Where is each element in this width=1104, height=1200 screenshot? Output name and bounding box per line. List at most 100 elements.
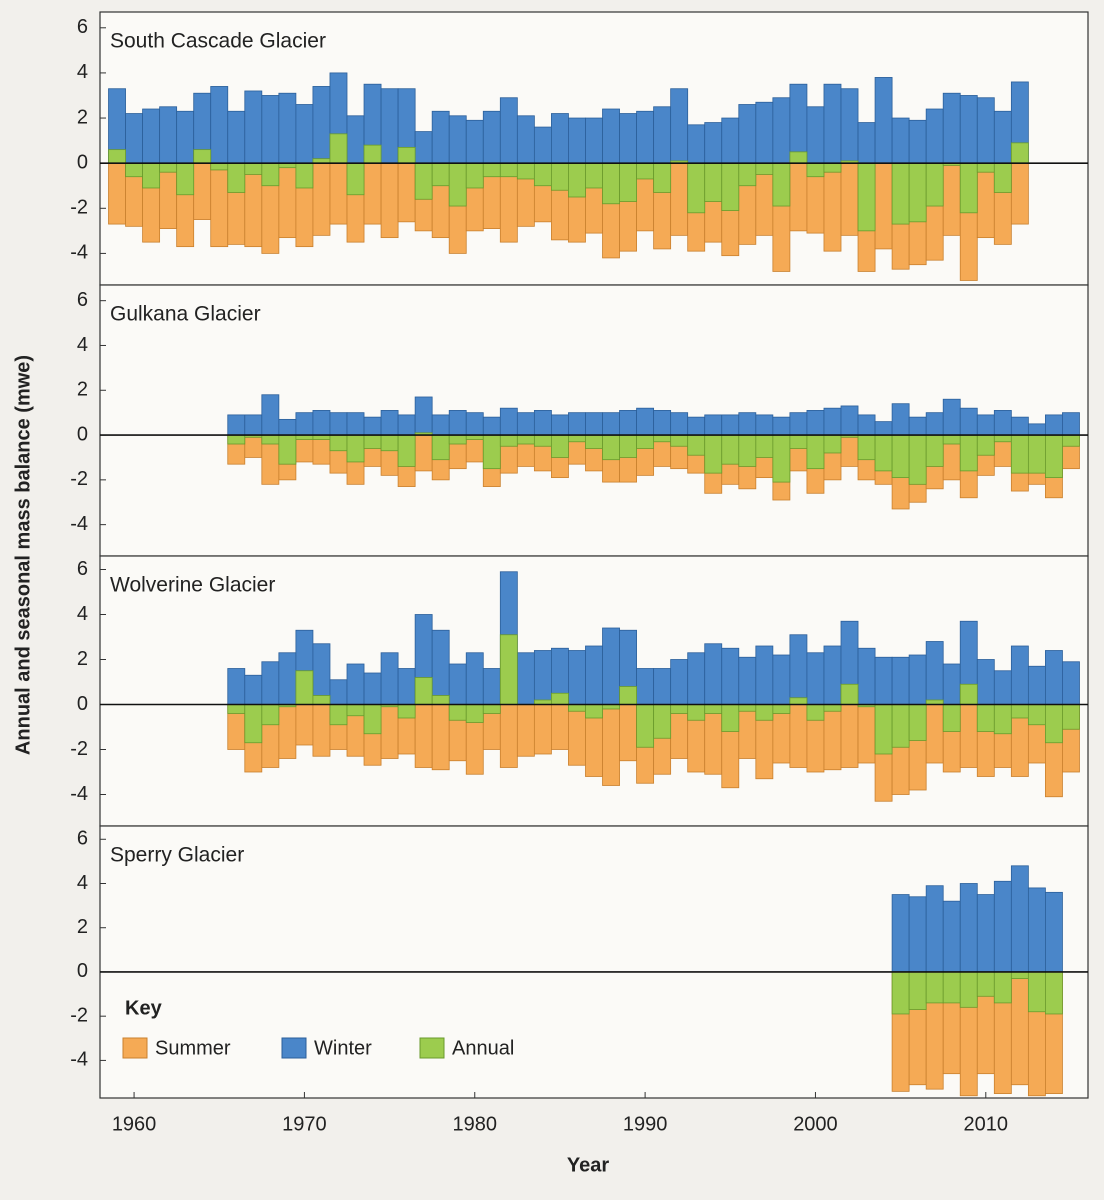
bar: [653, 434, 672, 443]
bar: [516, 652, 535, 705]
bar: [789, 697, 808, 705]
bar: [891, 656, 910, 705]
bar: [942, 398, 961, 436]
bar: [295, 162, 314, 189]
bar: [806, 434, 825, 470]
bar: [670, 659, 689, 705]
bar: [653, 106, 672, 164]
bar: [465, 119, 484, 164]
bar: [363, 434, 382, 449]
x-tick-label: 1980: [453, 1113, 498, 1135]
y-tick-label: 2: [77, 379, 88, 401]
bar: [312, 86, 331, 164]
y-tick-label: -2: [70, 1004, 88, 1026]
bar: [465, 162, 484, 189]
bar: [891, 894, 910, 973]
bar: [193, 162, 212, 220]
bar: [959, 95, 978, 164]
bar: [499, 634, 518, 705]
bar: [1010, 865, 1029, 973]
bar: [568, 704, 586, 712]
bar: [346, 434, 365, 463]
bar: [636, 110, 655, 164]
bar: [533, 434, 552, 447]
bar: [925, 704, 944, 764]
bar: [772, 704, 791, 714]
bar: [976, 97, 995, 164]
bar: [738, 704, 757, 759]
bar: [244, 90, 263, 164]
bar: [687, 704, 706, 721]
bar: [1062, 661, 1080, 705]
bar: [993, 971, 1012, 1004]
bar: [891, 162, 910, 225]
x-tick-label: 1990: [623, 1113, 668, 1135]
bar: [414, 396, 433, 436]
bar: [738, 412, 757, 436]
bar: [585, 645, 603, 705]
bar: [380, 162, 399, 239]
bar: [465, 412, 484, 436]
bar: [244, 414, 263, 436]
bar: [670, 88, 689, 164]
bar: [159, 106, 178, 164]
x-tick-label: 2010: [964, 1113, 1009, 1135]
bar: [925, 162, 944, 207]
bar: [210, 162, 229, 171]
bar: [448, 434, 467, 445]
bar: [789, 634, 808, 705]
bar: [772, 434, 791, 483]
bar: [959, 407, 978, 436]
bar: [789, 83, 808, 164]
bar: [891, 971, 910, 1015]
bar: [329, 434, 348, 452]
bar: [278, 704, 297, 759]
bar: [857, 647, 876, 705]
bar: [551, 113, 569, 164]
bar: [176, 110, 195, 164]
bar: [448, 115, 467, 164]
bar: [533, 650, 552, 705]
bar: [789, 151, 808, 164]
y-tick-label: 0: [77, 693, 88, 715]
bar: [806, 652, 825, 705]
bar: [125, 162, 143, 178]
bar: [602, 162, 620, 205]
bar: [482, 434, 501, 470]
bar: [295, 104, 314, 164]
bar: [908, 971, 927, 1010]
bar: [823, 407, 842, 436]
bar: [993, 434, 1012, 443]
bar: [976, 162, 995, 173]
bar: [1062, 434, 1080, 447]
bar: [925, 971, 944, 1004]
bar: [1010, 434, 1029, 474]
bar: [380, 652, 399, 705]
bar: [261, 394, 280, 436]
bar: [346, 412, 365, 436]
bar: [874, 434, 893, 472]
bar: [551, 704, 569, 750]
x-axis-label: Year: [567, 1154, 609, 1176]
panel-title: Wolverine Glacier: [110, 574, 275, 597]
bar: [210, 86, 229, 164]
bar: [993, 110, 1012, 164]
y-tick-label: -4: [70, 242, 88, 264]
y-tick-label: 2: [77, 648, 88, 670]
bar: [721, 117, 740, 164]
bar: [636, 162, 655, 180]
bar: [346, 704, 365, 717]
y-tick-label: -4: [70, 1049, 88, 1071]
bar: [108, 162, 126, 225]
bar: [891, 704, 910, 748]
bar: [278, 162, 297, 239]
bar: [806, 162, 825, 178]
bar: [976, 704, 995, 732]
bar: [329, 162, 348, 225]
bar: [738, 434, 757, 467]
bar: [585, 162, 603, 189]
bar: [295, 670, 314, 705]
bar: [772, 162, 791, 207]
bar: [891, 117, 910, 164]
bar: [244, 162, 263, 248]
